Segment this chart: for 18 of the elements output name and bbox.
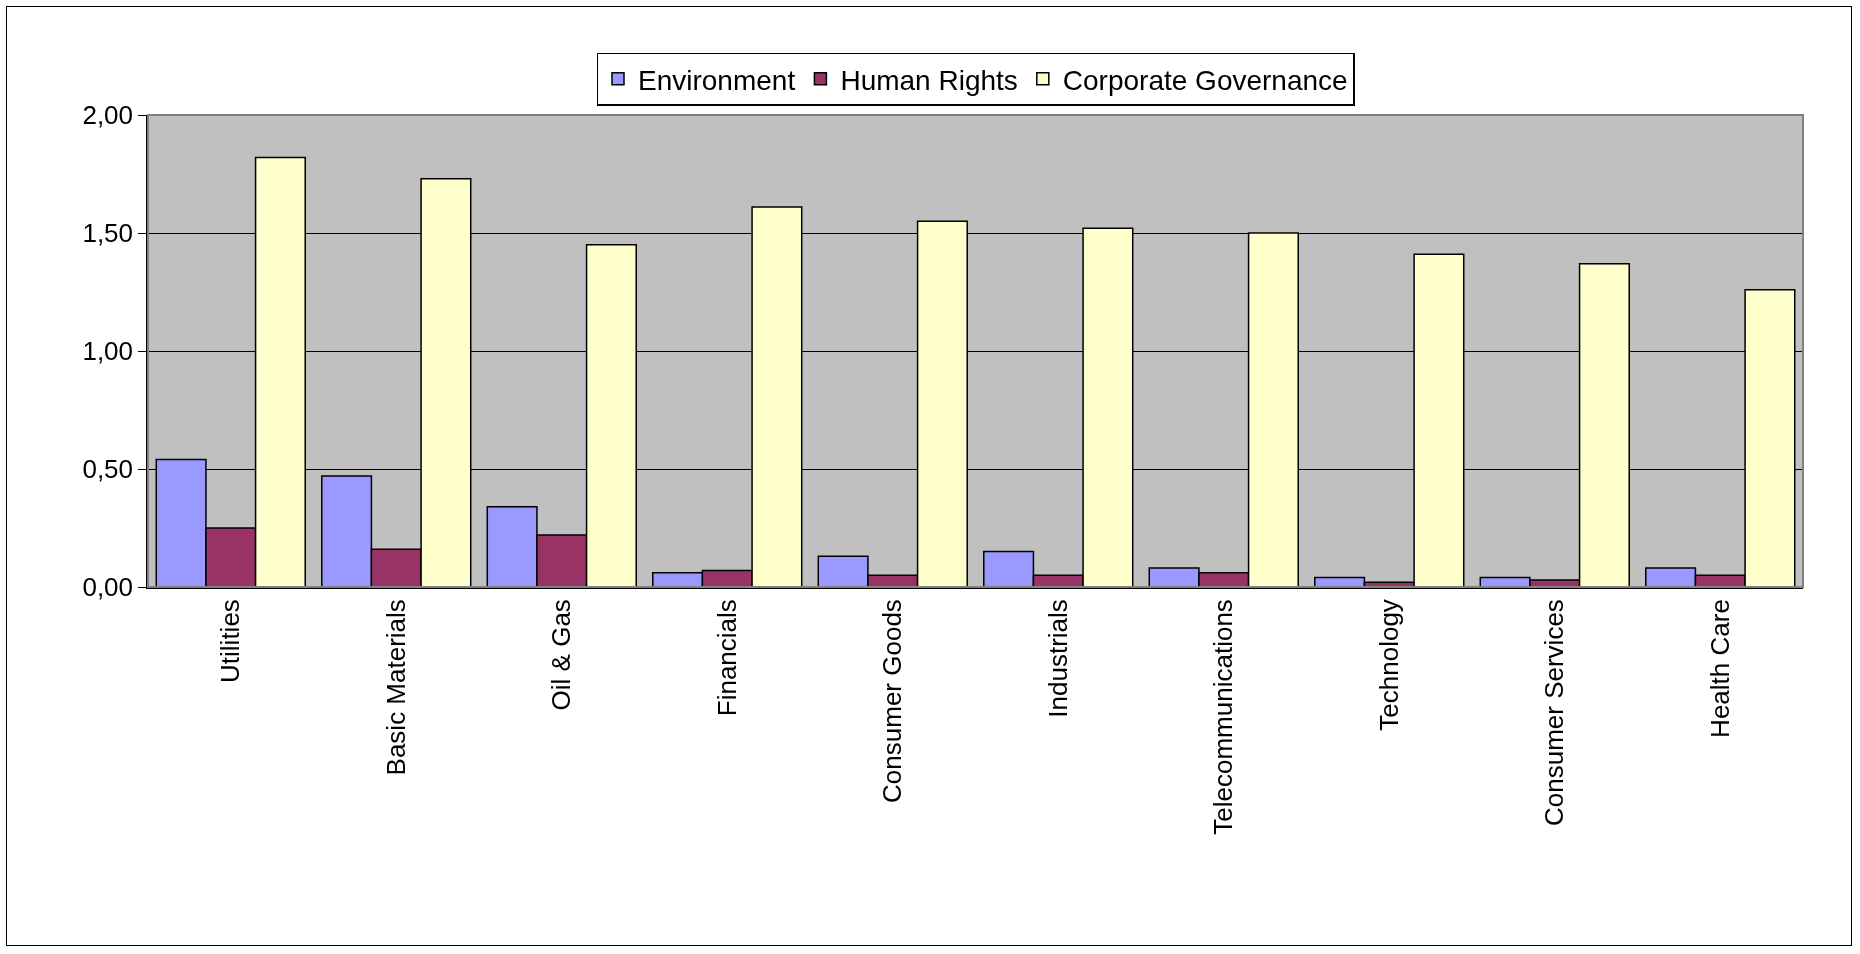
y-tick-label: 1,00 <box>82 336 134 367</box>
x-tick-label: Consumer Services <box>1539 599 1570 827</box>
x-tick-label: Telecommunications <box>1208 599 1239 835</box>
x-tick-label: Consumer Goods <box>877 599 908 803</box>
legend-label: Corporate Governance <box>1062 64 1348 96</box>
y-tick-label: 1,50 <box>82 218 134 249</box>
y-tick-label: 0,00 <box>82 572 134 603</box>
x-tick-label: Industrials <box>1042 599 1073 718</box>
y-tick-label: 0,50 <box>82 454 134 485</box>
x-tick-label: Technology <box>1373 599 1404 731</box>
x-tick-label: Basic Materials <box>380 599 411 776</box>
legend-label: Environment <box>638 64 796 96</box>
x-tick-label: Health Care <box>1704 599 1735 738</box>
y-tick-label: 2,00 <box>82 100 134 131</box>
x-tick-label: Oil & Gas <box>546 599 577 711</box>
legend-label: Human Rights <box>840 64 1018 96</box>
x-tick-label: Utilities <box>215 599 246 683</box>
x-tick-label: Financials <box>711 599 742 717</box>
